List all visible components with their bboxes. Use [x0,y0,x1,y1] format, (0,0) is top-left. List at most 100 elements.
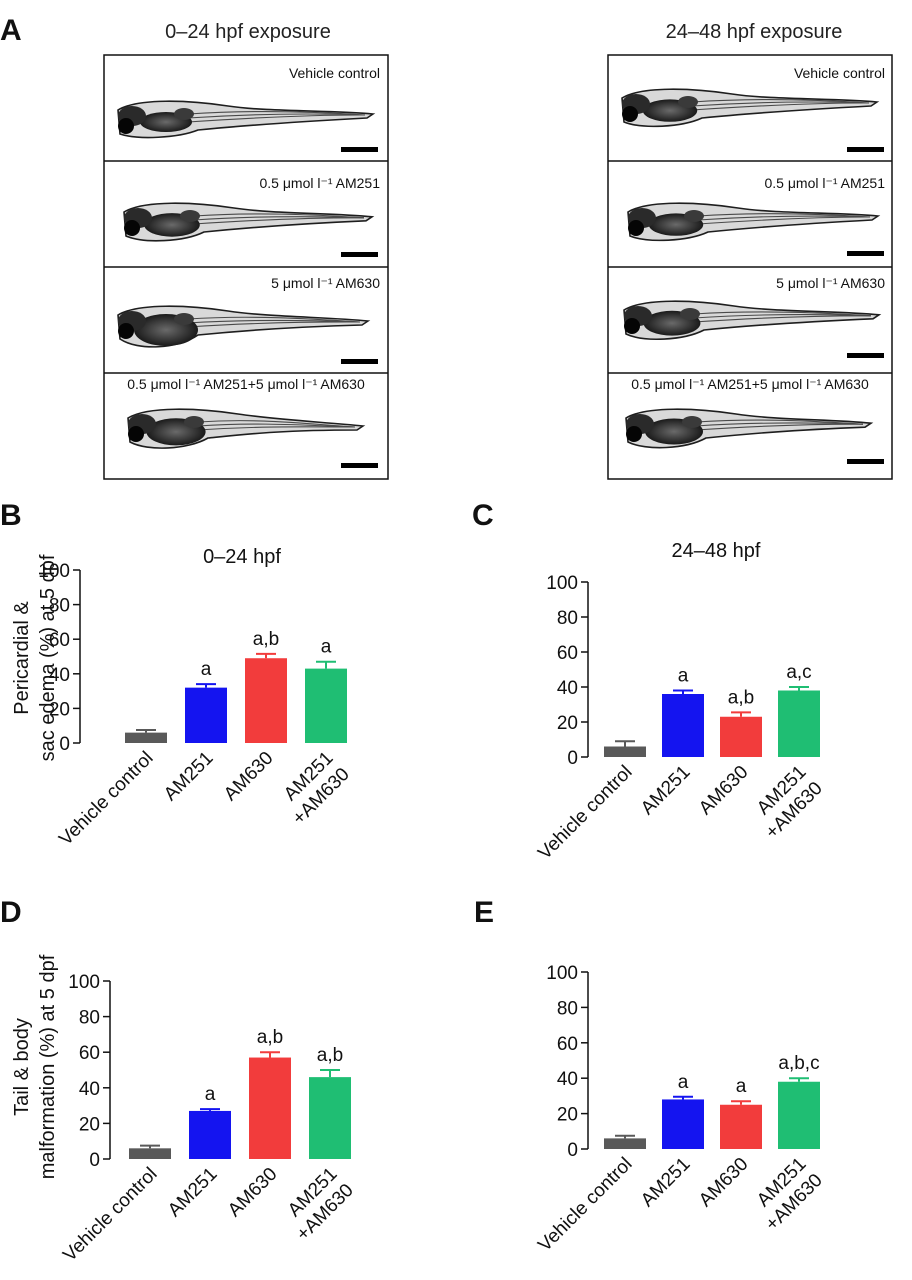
larva-swim-bladder [180,210,200,222]
category-label: Vehicle control [534,762,636,864]
y-tick-label: 20 [79,1114,100,1135]
y-tick-label: 80 [557,608,578,629]
larva-eye [128,426,144,442]
larva-notochord-stripe [187,113,366,119]
column-title-left: 0–24 hpf exposure [165,21,331,43]
larva-notochord-stripe [197,420,356,428]
y-tick-label: 0 [59,734,70,755]
larva-swim-bladder [174,313,194,325]
significance-label: a [678,666,689,687]
image-label-left-2: 5 μmol l⁻¹ AM630 [271,275,380,291]
chart-panel-e: E 0 20 40 60 80 100 Vehicle control a AM251 a AM630… [474,896,827,1256]
category-label-line: AM630 [695,762,752,819]
larva-notochord-stripe [693,311,872,317]
bar-am251 [662,694,704,757]
fish-image-left-1: 0.5 μmol l⁻¹ AM251 [104,175,388,268]
category-label: Vehicle control [55,748,157,850]
panel-letter: B [0,499,22,532]
bar-am251-am630 [309,1077,351,1159]
scale-bar-right-2 [847,353,884,358]
category-label: AM630 [695,1154,752,1211]
y-tick-label: 100 [546,963,578,984]
significance-label: a [736,1076,747,1097]
fish-image-left-0: Vehicle control [104,65,388,162]
y-axis-label-line: Pericardial & [11,601,33,715]
image-label-right-2: 5 μmol l⁻¹ AM630 [776,275,885,291]
larva-notochord-stripe [193,213,365,219]
larva-notochord-stripe [691,102,870,111]
significance-label: a,b [253,629,279,650]
category-label: AM251+AM630 [745,1154,827,1236]
larva-notochord-stripe [693,315,872,323]
y-axis-label-line: Tail & body [11,1018,33,1116]
significance-label: a,b [257,1027,283,1048]
larva-eye [626,426,642,442]
scale-bar-left-0 [341,147,378,152]
larva-notochord-stripe [691,99,870,104]
bar-vehicle-control [604,1138,646,1149]
larva-notochord-stripe [697,215,871,221]
y-tick-label: 100 [68,972,100,993]
image-label-right-3: 0.5 μmol l⁻¹ AM251+5 μmol l⁻¹ AM630 [631,376,869,392]
scale-bar-right-3 [847,459,884,464]
significance-label: a [321,637,332,658]
scale-bar-left-2 [341,359,378,364]
significance-label: a,b [317,1045,343,1066]
larva-swim-bladder [684,210,704,222]
bar-am251-am630 [305,668,347,743]
bar-am251 [185,687,227,743]
y-tick-label: 0 [567,748,578,769]
y-tick-label: 20 [557,1105,578,1126]
larva-notochord-stripe [197,423,356,428]
category-label-line: AM630 [224,1164,281,1221]
panel-letter: C [472,499,494,532]
y-axis-label-line: malformation (%) at 5 dpf [37,954,59,1179]
larva-left-2 [117,305,371,348]
chart-title: 0–24 hpf [203,546,281,568]
larva-notochord-stripe [187,319,361,324]
bar-am251 [189,1110,231,1159]
larva-right-0 [621,88,880,128]
larva-notochord-stripe [693,314,872,319]
larva-right-1 [627,202,881,242]
category-label-line: AM251 [637,1154,694,1211]
category-label: AM251 [637,762,694,819]
category-label: Vehicle control [534,1154,636,1256]
larva-swim-bladder [184,416,204,428]
larva-notochord-stripe [193,216,365,221]
bar-vehicle-control [129,1148,171,1159]
panel-a-column-right: 24–48 hpf exposure Vehicle control 0.5 μ… [607,21,893,480]
y-tick-label: 60 [79,1043,100,1064]
y-tick-label: 40 [557,678,578,699]
y-tick-label: 40 [49,665,70,686]
larva-notochord-stripe [187,316,361,323]
fish-image-right-2: 5 μmol l⁻¹ AM630 [608,275,892,374]
chart-title: 24–48 hpf [672,540,761,562]
larva-eye [124,220,140,236]
panel-a: A 0–24 hpf exposure Vehicle control 0.5 … [0,14,893,480]
larva-swim-bladder [678,96,698,108]
bar-am251 [662,1099,704,1149]
larva-eye [628,220,644,236]
category-label-line: Vehicle control [534,762,636,864]
larva-notochord-stripe [697,213,871,218]
column-title-right: 24–48 hpf exposure [666,21,843,43]
y-axis-label: Pericardial & sac edema (%) at 5 dpf [11,554,59,761]
bar-am630 [249,1057,291,1159]
y-tick-label: 0 [89,1150,100,1171]
larva-notochord-stripe [695,422,864,427]
category-label-line: AM630 [695,1154,752,1211]
larva-swim-bladder [680,308,700,320]
y-tick-label: 60 [49,630,70,651]
category-label: AM251+AM630 [745,762,827,844]
larva-right-3 [625,408,874,449]
panel-letter: E [474,896,494,929]
y-tick-label: 0 [567,1140,578,1161]
category-label-line: AM251 [160,748,217,805]
panel-letter-a: A [0,14,22,47]
scale-bar-right-0 [847,147,884,152]
fish-image-right-0: Vehicle control [608,65,892,162]
significance-label: a,b [728,687,754,708]
category-label-line: Vehicle control [55,748,157,850]
fish-image-right-3: 0.5 μmol l⁻¹ AM251+5 μmol l⁻¹ AM630 [625,376,884,464]
